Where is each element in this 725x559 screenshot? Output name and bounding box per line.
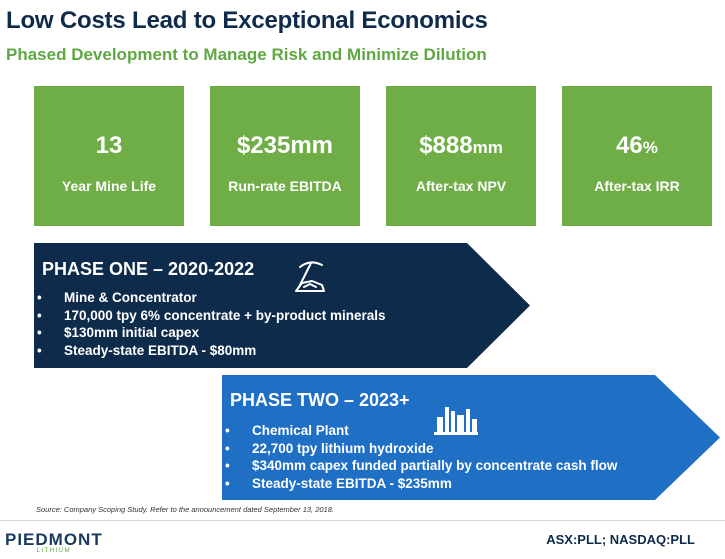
metric-value: $235mm bbox=[236, 132, 334, 159]
list-item: 22,700 tpy lithium hydroxide bbox=[222, 440, 617, 458]
list-item: Chemical Plant bbox=[222, 422, 617, 440]
logo-subtext: LITHIUM bbox=[36, 548, 72, 554]
page-subtitle: Phased Development to Manage Risk and Mi… bbox=[6, 45, 487, 64]
metric-value: $888mm bbox=[419, 132, 503, 159]
phase-two-title: PHASE TWO – 2023+ bbox=[230, 390, 410, 410]
phase-one-title: PHASE ONE – 2020-2022 bbox=[42, 259, 255, 279]
list-item: Steady-state EBITDA - $80mm bbox=[34, 342, 386, 360]
metric-ebitda: $235mm Run-rate EBITDA bbox=[210, 86, 360, 226]
footer-divider bbox=[0, 520, 725, 521]
list-item: Mine & Concentrator bbox=[34, 289, 386, 307]
metric-label: Run-rate EBITDA bbox=[228, 178, 342, 194]
logo-name: PIEDMONT bbox=[5, 530, 103, 549]
metric-label: Year Mine Life bbox=[61, 178, 157, 194]
phase-two-bullets: Chemical Plant 22,700 tpy lithium hydrox… bbox=[222, 422, 617, 492]
company-logo: PIEDMONT LITHIUM bbox=[5, 530, 103, 554]
metric-label: After-tax IRR bbox=[594, 178, 680, 194]
metric-npv: $888mm After-tax NPV bbox=[386, 86, 536, 226]
metric-value: 13 bbox=[95, 132, 123, 159]
list-item: Steady-state EBITDA - $235mm bbox=[222, 475, 617, 493]
metric-value: 46% bbox=[616, 132, 658, 159]
phase-one-bullets: Mine & Concentrator 170,000 tpy 6% conce… bbox=[34, 289, 386, 359]
list-item: $130mm initial capex bbox=[34, 324, 386, 342]
list-item: 170,000 tpy 6% concentrate + by-product … bbox=[34, 307, 386, 325]
list-item: $340mm capex funded partially by concent… bbox=[222, 457, 617, 475]
page-title: Low Costs Lead to Exceptional Economics bbox=[6, 7, 488, 34]
phase-two-arrow: PHASE TWO – 2023+ Chemical Plant 22,700 … bbox=[222, 375, 720, 500]
metric-irr: 46% After-tax IRR bbox=[562, 86, 712, 226]
metric-mine-life: 13 Year Mine Life bbox=[34, 86, 184, 226]
phase-one-arrow: PHASE ONE – 2020-2022 Mine & Concentrato… bbox=[34, 243, 530, 368]
source-note: Source: Company Scoping Study. Refer to … bbox=[36, 505, 334, 514]
ticker-symbols: ASX:PLL; NASDAQ:PLL bbox=[546, 532, 695, 547]
metric-label: After-tax NPV bbox=[415, 178, 507, 194]
